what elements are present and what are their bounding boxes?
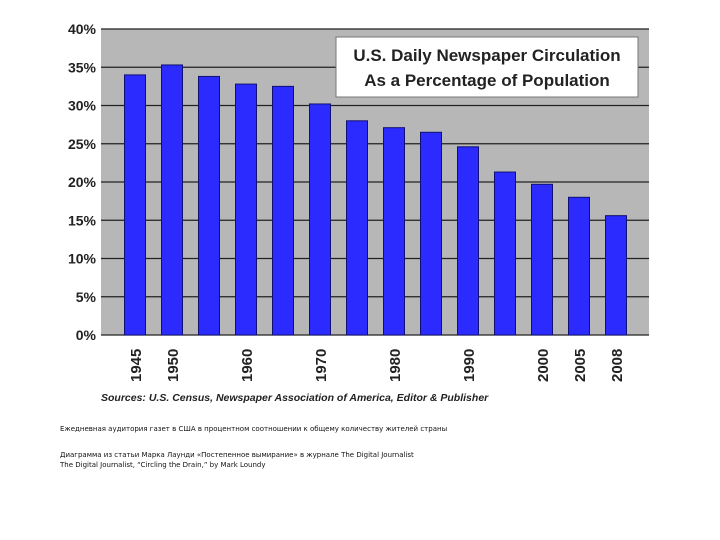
bar-1975 bbox=[346, 120, 368, 336]
bar-1990 bbox=[457, 146, 479, 336]
y-tick-label: 25% bbox=[68, 136, 97, 152]
title-box-bg bbox=[335, 36, 639, 98]
bar-2000 bbox=[531, 183, 553, 336]
chart-source: Sources: U.S. Census, Newspaper Associat… bbox=[101, 392, 489, 404]
bar-2005 bbox=[568, 196, 590, 336]
bars bbox=[124, 64, 627, 336]
x-axis-ticks: 1945 1950 1960 1970 1980 1990 2000 2005 2008 bbox=[128, 349, 626, 382]
y-tick-label: 10% bbox=[68, 251, 97, 267]
bar-1950 bbox=[161, 64, 183, 336]
y-tick-label: 15% bbox=[68, 212, 97, 228]
x-tick-label: 1980 bbox=[387, 349, 404, 382]
bar-1960 bbox=[235, 83, 257, 336]
chart-title-line-2: As a Percentage of Population bbox=[364, 71, 610, 90]
y-axis-ticks: 0% 5% 10% 15% 20% 25% 30% 35% 40% bbox=[68, 21, 97, 343]
x-tick-label: 1990 bbox=[461, 349, 478, 382]
y-tick-label: 40% bbox=[68, 21, 97, 37]
x-tick-label: 1950 bbox=[165, 349, 182, 382]
bar-1945 bbox=[124, 74, 146, 336]
y-tick-label: 20% bbox=[68, 174, 97, 190]
bar-1955 bbox=[198, 75, 220, 336]
x-tick-label: 2000 bbox=[535, 349, 552, 382]
y-tick-label: 0% bbox=[76, 327, 97, 343]
y-tick-label: 30% bbox=[68, 98, 97, 114]
bar-1980 bbox=[383, 127, 405, 336]
bar-1995 bbox=[494, 171, 516, 336]
title-box: U.S. Daily Newspaper Circulation As a Pe… bbox=[335, 36, 639, 98]
x-tick-label: 1945 bbox=[128, 349, 145, 382]
y-tick-label: 35% bbox=[68, 59, 97, 75]
caption-article-en: The Digital Journalist, “Circling the Dr… bbox=[60, 461, 266, 469]
bar-1970 bbox=[309, 103, 331, 336]
bar-2008 bbox=[605, 215, 627, 336]
bar-1965 bbox=[272, 85, 294, 336]
x-tick-label: 1960 bbox=[239, 349, 256, 382]
bar-1985 bbox=[420, 131, 442, 336]
caption-article-ru: Диаграмма из статьи Марка Лаунди «Постеп… bbox=[60, 451, 414, 459]
x-tick-label: 2005 bbox=[572, 349, 589, 382]
x-tick-label: 2008 bbox=[609, 349, 626, 382]
chart-title-line-1: U.S. Daily Newspaper Circulation bbox=[353, 46, 620, 65]
x-tick-label: 1970 bbox=[313, 349, 330, 382]
y-tick-label: 5% bbox=[76, 289, 97, 305]
caption-description: Ежедневная аудитория газет в США в проце… bbox=[60, 425, 448, 433]
grid-lines bbox=[101, 28, 649, 336]
